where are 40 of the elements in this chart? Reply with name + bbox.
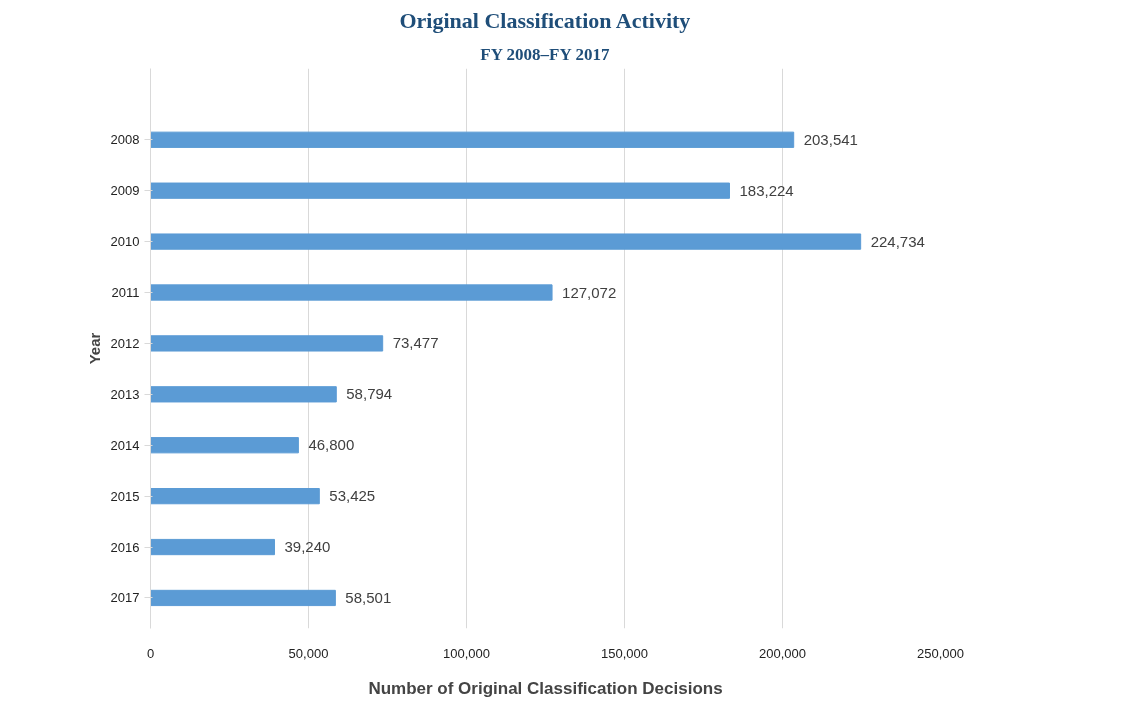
bar [150,386,337,403]
data-label: 53,425 [329,487,376,505]
x-tick-label: 200,000 [759,645,806,661]
bar [150,182,730,199]
x-axis-title: Number of Original Classification Decisions [368,678,723,698]
data-label: 73,477 [392,334,439,352]
y-tick-label: 2016 [110,539,140,555]
y-tick-label: 2012 [110,335,140,351]
bar [150,233,862,250]
y-tick-label: 2008 [110,132,140,148]
bar [150,437,299,454]
y-tick-label: 2015 [110,488,140,504]
data-label: 39,240 [284,538,331,556]
x-tick-label: 250,000 [917,645,964,661]
y-tick-label: 2011 [111,285,140,300]
bar [150,335,384,352]
chart-subtitle: FY 2008–FY 2017 [480,44,610,64]
data-label: 46,800 [308,436,355,454]
x-tick-label: 0 [146,645,155,661]
y-tick-label: 2013 [110,386,140,402]
chart-title: Original Classification Activity [399,7,691,33]
y-axis-title: Year [85,332,103,365]
bar [150,284,553,301]
data-label: 183,224 [739,181,794,199]
y-tick-label: 2009 [110,183,140,199]
y-tick-label: 2017 [110,590,140,606]
x-tick-label: 100,000 [443,645,490,661]
data-label: 224,734 [870,232,925,250]
bar [150,131,795,148]
y-tick-label: 2014 [110,437,140,453]
x-tick-label: 50,000 [288,645,329,661]
bar [150,589,336,607]
bar [150,488,320,505]
data-label: 203,541 [803,130,858,148]
bar [150,538,275,556]
x-tick-label: 150,000 [601,645,648,661]
data-label: 58,501 [345,588,392,606]
data-label: 127,072 [562,283,617,301]
y-tick-label: 2010 [110,234,140,250]
data-label: 58,794 [346,385,393,403]
